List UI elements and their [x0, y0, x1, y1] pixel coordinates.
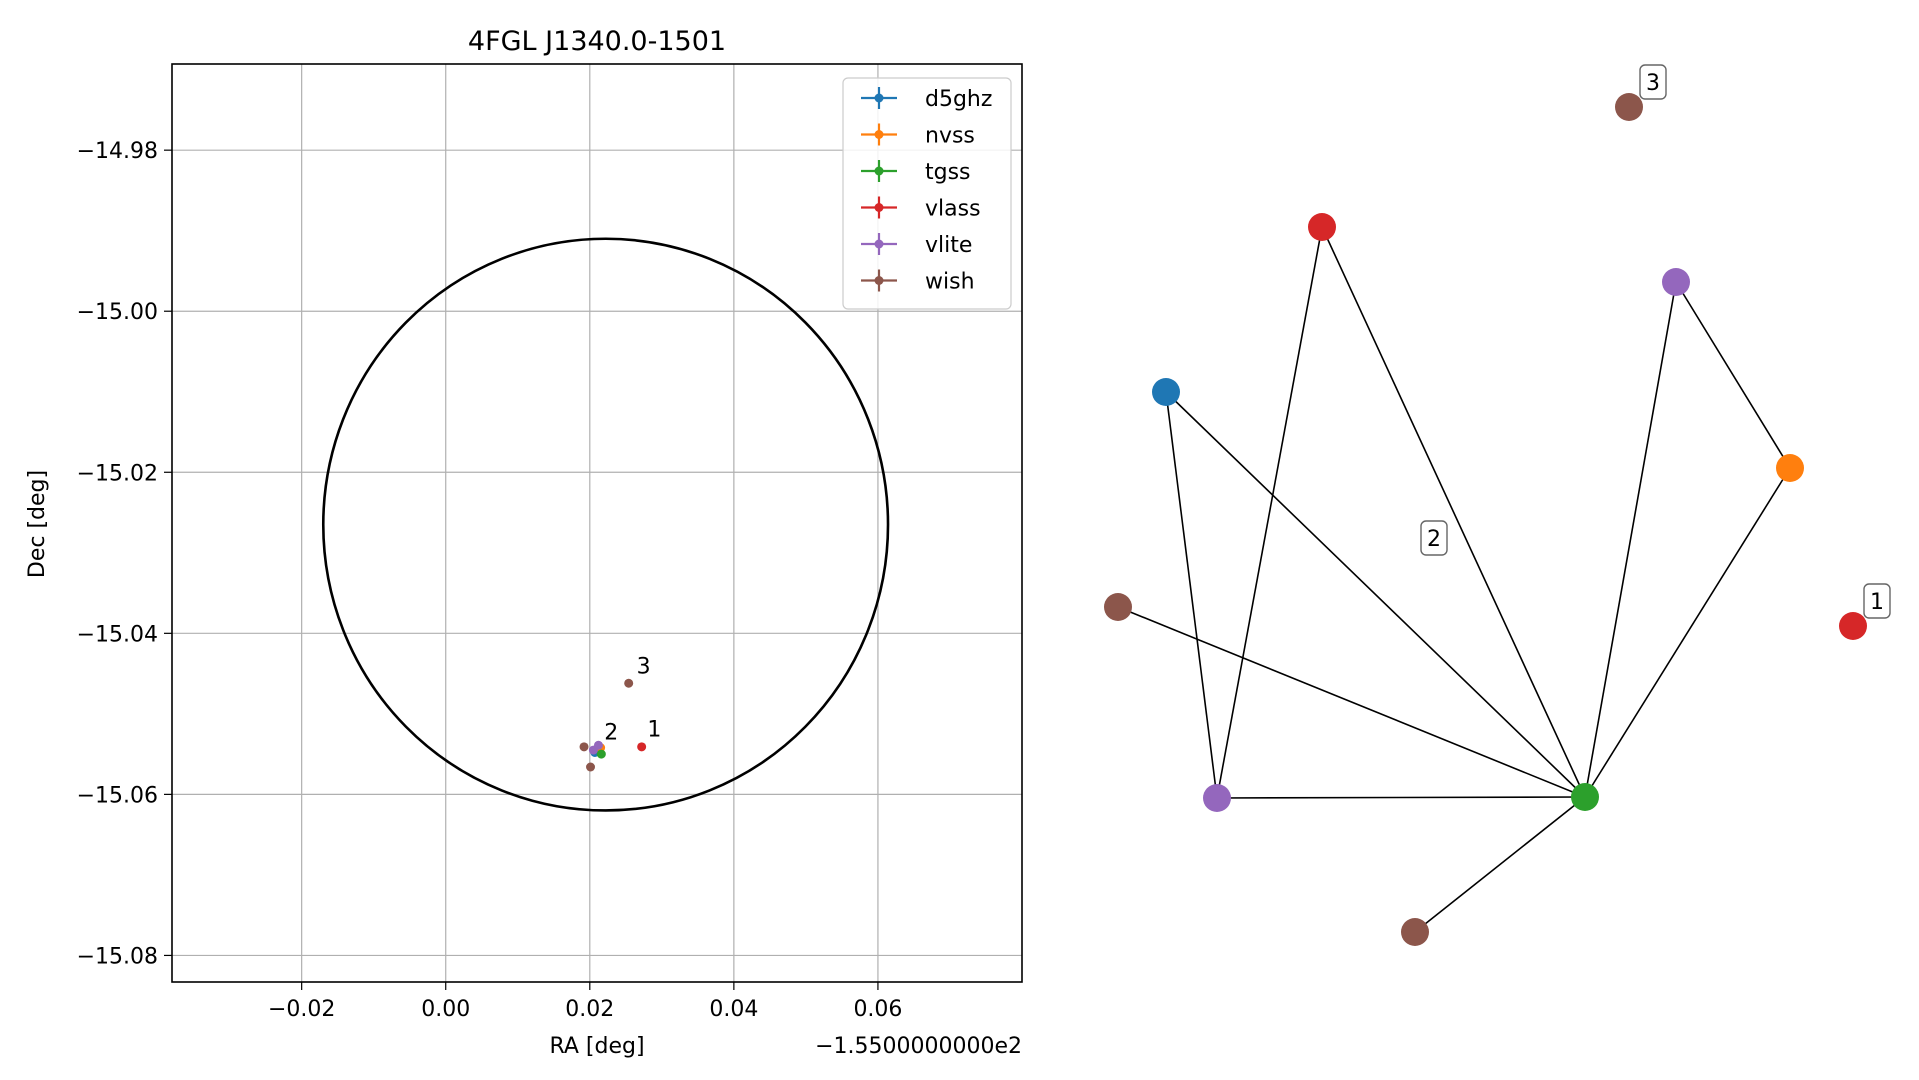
network-graph: 3 2 1: [1104, 64, 1891, 946]
graph-edge: [1321, 226, 1586, 798]
graph-node-nvss: [1776, 454, 1804, 482]
point-vlass: [637, 742, 647, 752]
x-tick-label: −0.02: [268, 997, 335, 1022]
graph-edge: [1165, 391, 1218, 799]
legend-label-vlite: vlite: [925, 233, 972, 258]
point-wish: [579, 742, 589, 752]
graph-node-wish_bottom: [1401, 918, 1429, 946]
legend-marker-nvss: [874, 130, 884, 139]
graph-node-vlite_top: [1662, 268, 1690, 296]
y-tick-label: −15.00: [77, 300, 158, 325]
graph-label-2: 2: [1427, 527, 1441, 552]
graph-node-vlite_bottom: [1203, 784, 1231, 812]
graph-label-box-1: [1863, 583, 1891, 619]
graph-edge: [1165, 391, 1586, 798]
legend: d5ghz nvss tgss vlass vlite wish: [842, 77, 1012, 310]
annotation-3: 3: [637, 655, 651, 680]
graph-nodes: [1104, 93, 1867, 946]
legend-marker-tgss: [874, 166, 884, 176]
graph-edge: [1584, 467, 1791, 798]
annotation-1: 1: [647, 717, 661, 742]
legend-label-d5ghz: d5ghz: [925, 87, 992, 112]
annotation-2: 2: [604, 721, 618, 746]
graph-label-box-3: [1639, 64, 1667, 100]
x-axis-offset-label: −1.5500000000e2: [815, 1034, 1022, 1059]
graph-node-wish_left: [1104, 593, 1132, 621]
point-annotations: 1 2 3: [604, 655, 661, 746]
y-tick-label: −15.06: [77, 783, 158, 808]
x-tick-label: 0.00: [421, 997, 470, 1022]
legend-marker-vlass: [874, 203, 884, 212]
graph-edge: [1584, 281, 1677, 798]
graph-label-1: 1: [1870, 590, 1884, 615]
graph-node-vlass_right: [1839, 612, 1867, 640]
graph-node-d5ghz: [1152, 378, 1180, 406]
y-tick-label: −14.98: [77, 139, 158, 164]
graph-edges: [1117, 226, 1791, 933]
point-tgss: [596, 749, 606, 759]
data-points: [579, 678, 647, 772]
graph-edge: [1117, 606, 1586, 798]
legend-marker-d5ghz: [874, 93, 884, 103]
legend-label-tgss: tgss: [925, 160, 971, 185]
graph-edge: [1675, 281, 1791, 469]
legend-marker-vlite: [874, 239, 884, 249]
graph-labels: 3 2 1: [1420, 64, 1891, 619]
graph-node-tgss: [1571, 783, 1599, 811]
graph-node-wish_top: [1615, 93, 1643, 121]
x-tick-label: 0.02: [565, 997, 614, 1022]
point-vlite: [593, 740, 603, 750]
legend-box: [842, 77, 1012, 310]
y-tick-label: −15.04: [77, 622, 158, 647]
axes-frame: [171, 63, 1023, 983]
legend-label-vlass: vlass: [925, 197, 981, 222]
error-circle-ellipse: [321, 237, 890, 812]
grid: [172, 64, 1022, 982]
graph-edge: [1216, 226, 1323, 799]
legend-marker-wish: [874, 276, 884, 285]
point-wish: [624, 678, 634, 688]
y-axis-ticks: −14.98 −15.00 −15.02 −15.04 −15.06 −15.08: [77, 139, 172, 969]
graph-edge: [1414, 796, 1586, 933]
graph-node-vlass_top: [1308, 213, 1336, 241]
scatter-chart: 123 −0.02 0.00 0.02 0.04 0.06 −14.98−15.00−1…: [25, 26, 1023, 1059]
point-wish: [586, 762, 596, 772]
graph-edge: [1216, 796, 1586, 799]
graph-label-box-2: [1420, 520, 1448, 556]
y-axis-label: Dec [deg]: [25, 470, 50, 578]
legend-label-wish: wish: [925, 270, 975, 295]
x-tick-label: 0.06: [853, 997, 902, 1022]
legend-label-nvss: nvss: [925, 124, 975, 149]
error-circle: [321, 237, 890, 812]
x-tick-label: 0.04: [709, 997, 758, 1022]
y-tick-label: −15.08: [77, 944, 158, 969]
y-tick-label: −15.02: [77, 461, 158, 486]
x-axis-ticks: −0.02 0.00 0.02 0.04 0.06: [268, 982, 902, 1022]
graph-label-3: 3: [1646, 71, 1660, 96]
x-axis-label: RA [deg]: [549, 1034, 644, 1059]
chart-title: 4FGL J1340.0-1501: [468, 26, 726, 57]
